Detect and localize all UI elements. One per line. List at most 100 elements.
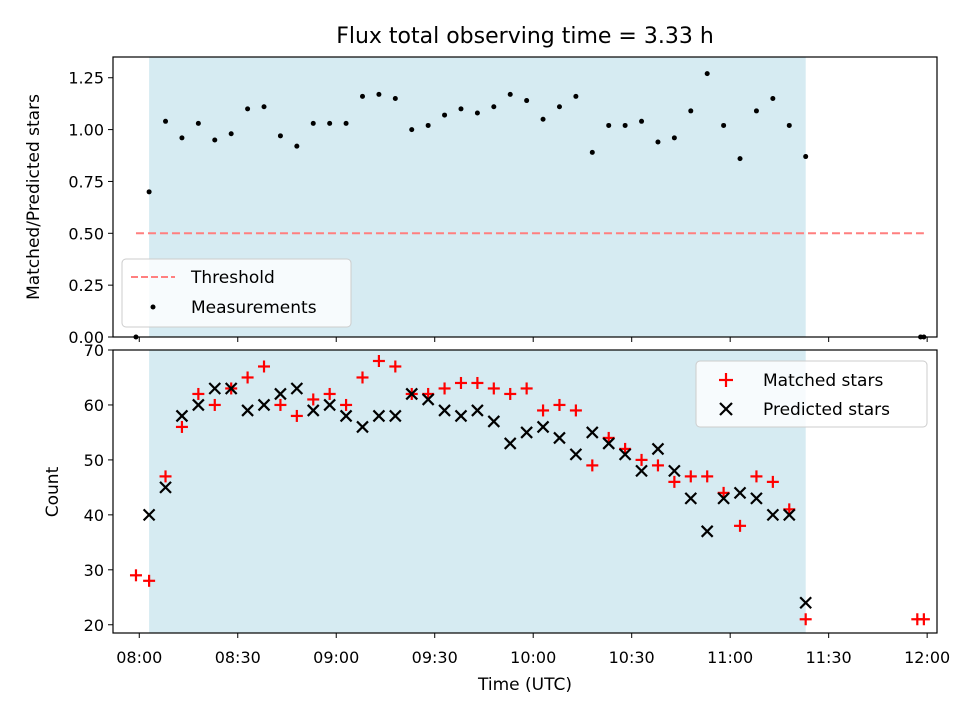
xtick-label: 08:30 bbox=[215, 648, 261, 667]
top-ytick-label: 0.50 bbox=[68, 224, 104, 243]
predicted-stars-point bbox=[733, 486, 747, 500]
top-ytick-label: 0.75 bbox=[68, 172, 104, 191]
xtick-label: 10:00 bbox=[510, 648, 556, 667]
top-ytick-label: 0.25 bbox=[68, 276, 104, 295]
legend-threshold-label: Threshold bbox=[190, 268, 275, 288]
x-axis-label: Time (UTC) bbox=[477, 675, 572, 695]
measurements-point bbox=[163, 118, 169, 124]
top-axes-frame bbox=[112, 56, 938, 338]
legend-matched-swatch bbox=[719, 373, 733, 387]
predicted-stars-point bbox=[421, 393, 435, 406]
matched-stars-point bbox=[917, 613, 930, 626]
predicted-stars-point bbox=[224, 382, 238, 395]
matched-stars-point bbox=[651, 459, 664, 472]
top-ytick-label: 1.25 bbox=[68, 69, 104, 88]
matched-stars-point bbox=[537, 404, 550, 417]
matched-stars-point bbox=[586, 459, 599, 472]
measurements-point bbox=[737, 156, 743, 162]
measurements-point bbox=[688, 108, 694, 114]
measurements-point bbox=[277, 133, 283, 139]
predicted-stars-point bbox=[487, 415, 501, 428]
bottom-ytick-label: 40 bbox=[84, 506, 104, 525]
matched-stars-point bbox=[307, 393, 320, 406]
matched-stars-point bbox=[340, 398, 353, 411]
predicted-stars-point bbox=[635, 464, 648, 478]
predicted-stars-point bbox=[405, 387, 419, 401]
measurements-point bbox=[556, 104, 562, 110]
measurements-point bbox=[589, 149, 595, 155]
top-panel: 0.00 0.25 0.50 0.75 1.00 1.25 Matched/Predict… bbox=[24, 56, 938, 347]
matched-stars-point bbox=[372, 354, 385, 367]
measurements-point bbox=[655, 139, 661, 145]
predicted-stars-point bbox=[684, 492, 698, 505]
predicted-stars-point bbox=[306, 404, 320, 417]
xtick-label: 10:30 bbox=[609, 648, 655, 667]
matched-stars-point bbox=[504, 387, 517, 400]
matched-stars-point bbox=[569, 404, 582, 417]
predicted-stars-point bbox=[471, 404, 484, 417]
matched-stars-point bbox=[290, 409, 303, 422]
measurements-point bbox=[721, 122, 727, 128]
measurements-point bbox=[474, 110, 480, 116]
bottom-ytick-label: 20 bbox=[84, 616, 104, 635]
measurements-point bbox=[786, 122, 792, 128]
predicted-stars-point bbox=[142, 508, 156, 522]
matched-stars-point bbox=[356, 371, 369, 384]
xtick-label: 11:30 bbox=[806, 648, 852, 667]
matched-stars-point bbox=[734, 519, 747, 532]
predicted-stars-point bbox=[438, 404, 451, 417]
matched-stars-point bbox=[684, 470, 697, 483]
measurements-point bbox=[573, 93, 579, 99]
bottom-legend: Matched stars Predicted stars bbox=[695, 360, 928, 428]
predicted-stars-point bbox=[700, 525, 714, 538]
top-ytick-label: 0.00 bbox=[68, 328, 104, 347]
matched-stars-point bbox=[668, 475, 681, 488]
predicted-stars-point bbox=[454, 409, 468, 423]
predicted-stars-point bbox=[208, 382, 222, 395]
matched-stars-point bbox=[799, 613, 812, 626]
measurements-point bbox=[442, 112, 448, 118]
measurements-point bbox=[507, 91, 513, 97]
measurements-point bbox=[212, 137, 218, 143]
bottom-axes-frame bbox=[112, 349, 938, 634]
predicted-stars-point bbox=[536, 420, 550, 434]
bottom-panel: 20 30 40 50 60 70 08:00 08:30 09:00 09:30 10:00 10… bbox=[43, 341, 950, 695]
predicted-stars-point bbox=[372, 409, 386, 423]
measurements-point bbox=[195, 120, 201, 126]
measurements-point bbox=[228, 131, 234, 137]
predicted-stars-point bbox=[339, 409, 353, 423]
predicted-stars-point bbox=[192, 398, 205, 412]
top-legend: Threshold Measurements bbox=[121, 258, 352, 328]
measurements-point bbox=[704, 71, 710, 77]
measurements-point bbox=[425, 122, 431, 128]
measurements-point bbox=[245, 106, 251, 112]
matched-stars-point bbox=[454, 376, 467, 389]
predicted-stars-point bbox=[799, 596, 812, 610]
bottom-ytick-label: 50 bbox=[84, 451, 104, 470]
predicted-stars-point bbox=[290, 382, 304, 395]
measurements-point bbox=[770, 95, 776, 101]
matched-stars-point bbox=[553, 398, 566, 411]
chart-title: Flux total observing time = 3.33 h bbox=[336, 24, 714, 49]
predicted-stars-point bbox=[766, 508, 780, 522]
bottom-ytick-label: 60 bbox=[84, 396, 104, 415]
predicted-stars-point bbox=[175, 409, 189, 423]
predicted-stars-point bbox=[503, 437, 517, 450]
top-ytick-label: 1.00 bbox=[68, 121, 104, 140]
matched-stars-point bbox=[323, 387, 336, 400]
predicted-stars-point bbox=[782, 508, 796, 522]
matched-stars-point bbox=[766, 475, 779, 488]
matched-stars-point bbox=[143, 574, 156, 587]
predicted-stars-point bbox=[520, 426, 533, 439]
matched-stars-point bbox=[750, 470, 763, 483]
matched-stars-point bbox=[635, 453, 648, 466]
measurements-point bbox=[671, 135, 677, 141]
predicted-stars-point bbox=[274, 387, 287, 401]
xtick-label: 09:30 bbox=[412, 648, 458, 667]
predicted-stars-point bbox=[569, 448, 583, 461]
bottom-ylabel: Count bbox=[43, 466, 63, 517]
predicted-stars-point bbox=[651, 442, 665, 456]
predicted-stars-point bbox=[618, 448, 632, 461]
matched-stars-point bbox=[241, 371, 254, 384]
